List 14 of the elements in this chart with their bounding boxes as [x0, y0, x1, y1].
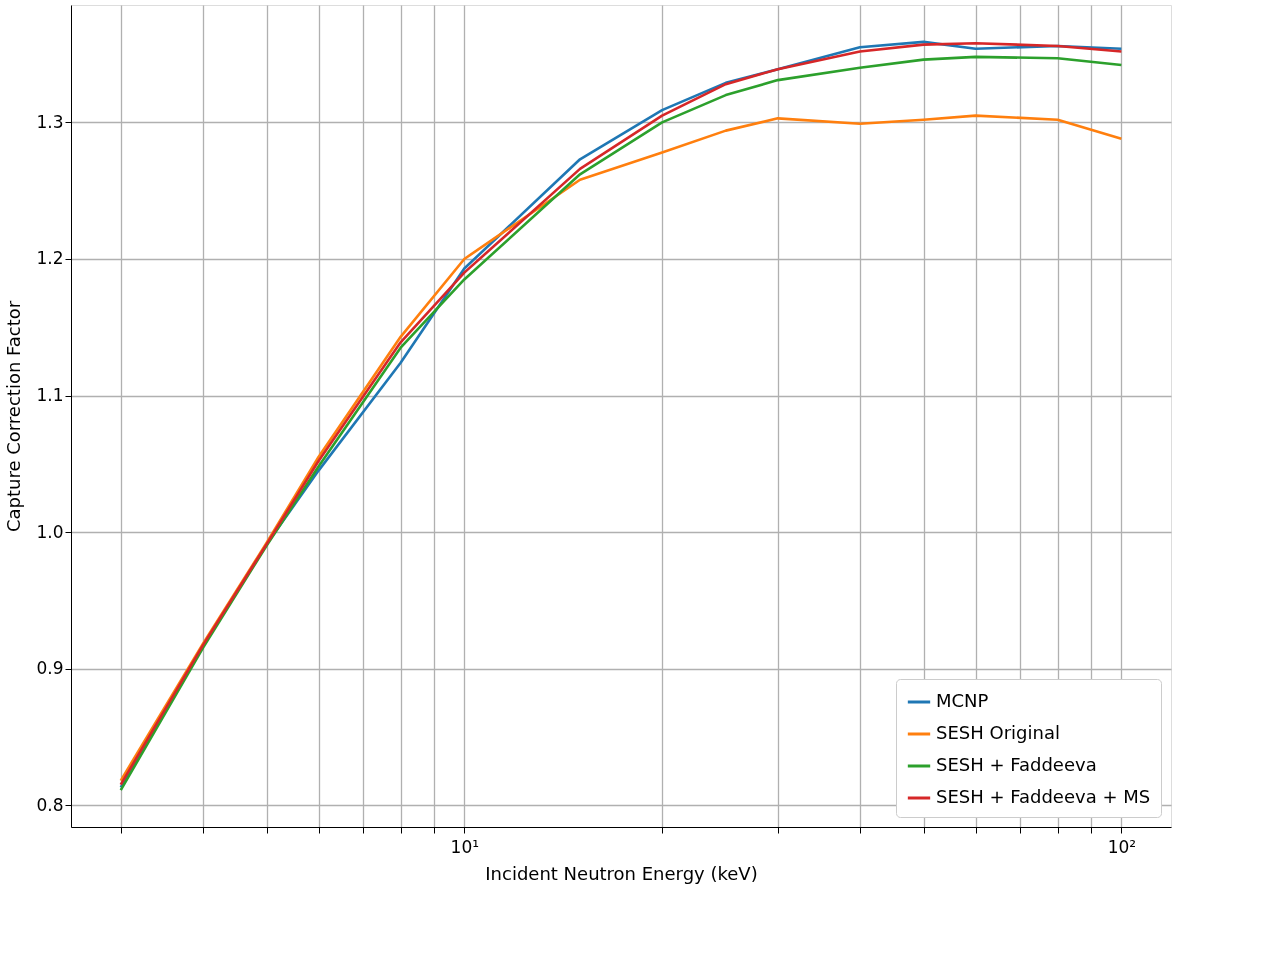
x-tick-label: 10¹ — [450, 836, 480, 857]
y-tick-label: 1.3 — [36, 111, 64, 132]
x-tick-label: 10² — [1107, 836, 1137, 857]
y-tick-label: 1.2 — [36, 248, 64, 269]
y-axis-title: Capture Correction Factor — [3, 300, 25, 533]
legend-label: SESH + Faddeeva + MS — [936, 786, 1151, 807]
legend-label: SESH Original — [936, 722, 1060, 743]
legend-label: MCNP — [936, 690, 989, 711]
legend-label: SESH + Faddeeva — [936, 754, 1097, 775]
x-axis-title: Incident Neutron Energy (keV) — [485, 862, 758, 884]
y-tick-label: 1.1 — [36, 385, 64, 406]
y-tick-label: 0.9 — [36, 658, 64, 679]
y-tick-label: 0.8 — [36, 794, 64, 815]
y-tick-label: 1.0 — [36, 521, 64, 542]
